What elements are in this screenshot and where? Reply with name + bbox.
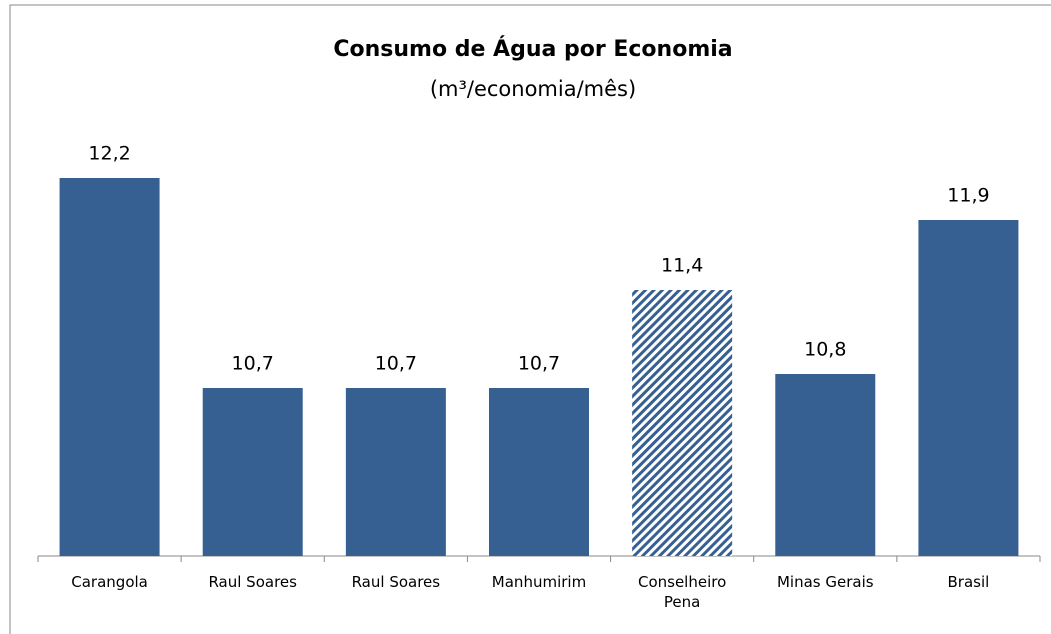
value-label: 11,9 (947, 185, 989, 207)
bar (632, 290, 733, 556)
value-label: 10,7 (232, 353, 274, 375)
bar (489, 388, 589, 556)
bar (345, 388, 446, 556)
x-tick-label: Brasil (947, 573, 990, 591)
value-label: 12,2 (88, 143, 130, 165)
frame (9, 4, 1051, 634)
bar (775, 374, 876, 556)
bar (918, 220, 1019, 556)
value-label: 11,4 (661, 255, 703, 277)
bar (59, 178, 160, 556)
x-tick-label: Minas Gerais (776, 573, 874, 591)
x-tick-label: Raul Soares (351, 573, 441, 591)
x-tick-label: Manhumirim (491, 573, 587, 591)
bar (202, 388, 303, 556)
value-label: 10,7 (375, 353, 417, 375)
x-tick-label: Carangola (71, 573, 148, 591)
chart-subtitle: (m³/economia/mês) (430, 77, 636, 101)
chart-title: Consumo de Água por Economia (333, 36, 732, 62)
value-label: 10,7 (518, 353, 560, 375)
x-tick-label: Raul Soares (208, 573, 297, 591)
value-label: 10,8 (804, 339, 846, 361)
x-tick-label: Conselheiro Pena (637, 573, 727, 611)
